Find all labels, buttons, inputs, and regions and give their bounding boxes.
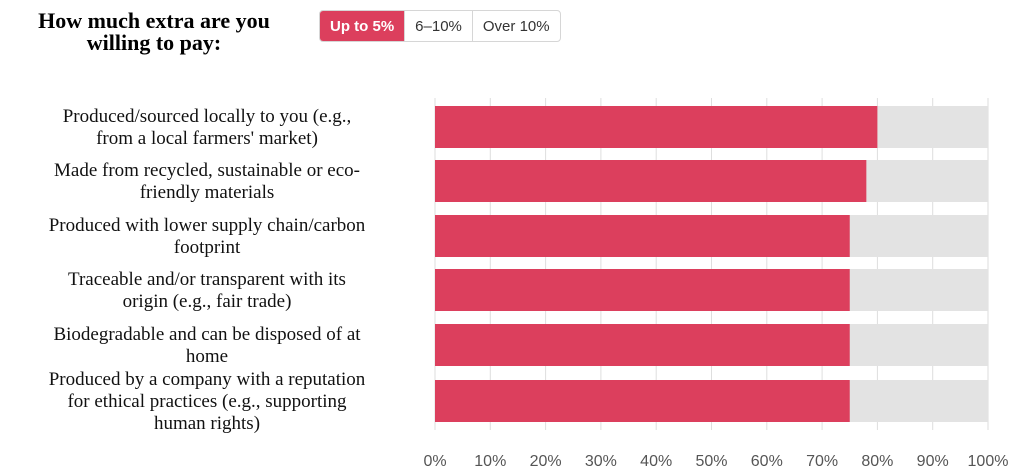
x-tick-label: 80%	[861, 453, 893, 469]
category-label: footprint	[174, 237, 241, 258]
x-tick-label: 60%	[751, 453, 783, 469]
category-label: human rights)	[154, 413, 260, 434]
bar	[435, 324, 850, 366]
category-label: for ethical practices (e.g., supporting	[67, 391, 347, 412]
category-label: friendly materials	[140, 182, 275, 203]
category-label: Produced/sourced locally to you (e.g.,	[63, 106, 352, 127]
category-label: Made from recycled, sustainable or eco-	[54, 160, 360, 181]
category-label: home	[186, 346, 228, 367]
bar	[435, 106, 878, 148]
x-tick-label: 70%	[806, 453, 838, 469]
category-label: Produced with lower supply chain/carbon	[49, 215, 366, 236]
x-tick-label: 90%	[917, 453, 949, 469]
x-tick-label: 100%	[968, 453, 1009, 469]
x-tick-label: 20%	[530, 453, 562, 469]
x-tick-label: 50%	[695, 453, 727, 469]
x-tick-label: 0%	[423, 453, 446, 469]
category-label: Produced by a company with a reputation	[49, 369, 366, 390]
x-tick-label: 10%	[474, 453, 506, 469]
category-label: Traceable and/or transparent with its	[68, 269, 346, 290]
x-tick-label: 40%	[640, 453, 672, 469]
question-title: How much extra are you willing to pay:	[38, 8, 270, 55]
bar	[435, 160, 867, 202]
price-range-toggle: Up to 5% 6–10% Over 10%	[319, 10, 561, 42]
bar	[435, 215, 850, 257]
category-label: Biodegradable and can be disposed of at	[53, 324, 361, 345]
category-label: from a local farmers' market)	[96, 128, 318, 149]
toggle-6-10-button[interactable]: 6–10%	[405, 11, 473, 41]
x-tick-label: 30%	[585, 453, 617, 469]
bar	[435, 380, 850, 422]
toggle-up-to-5-button[interactable]: Up to 5%	[320, 11, 406, 41]
toggle-over-10-button[interactable]: Over 10%	[482, 17, 550, 35]
category-label: origin (e.g., fair trade)	[123, 291, 292, 312]
bar	[435, 269, 850, 311]
